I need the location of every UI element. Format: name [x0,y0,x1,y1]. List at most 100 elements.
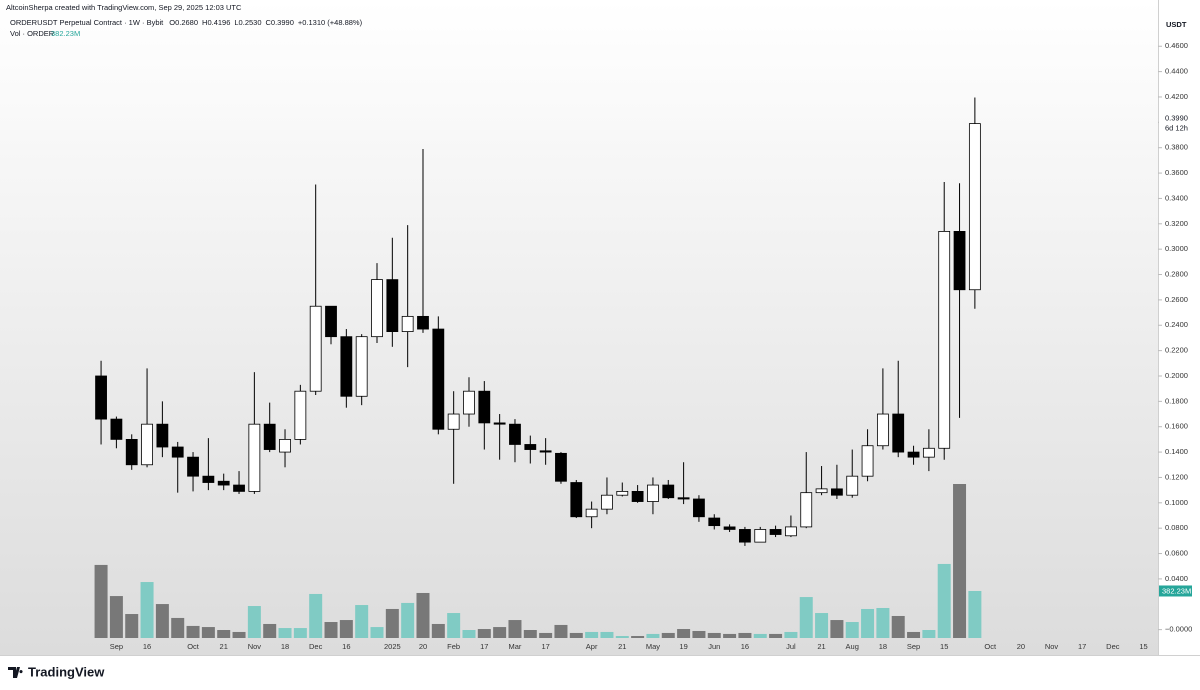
legend-value: O0.2680 [169,18,198,27]
candle-body [815,488,828,494]
legend-value: C0.3990 [266,18,294,27]
volume-bar [293,628,307,638]
volume-bar [125,614,139,638]
last-price-tag [1159,112,1199,134]
candle-body [217,480,230,486]
volume-bar [769,633,783,638]
candle-body [325,305,337,338]
candle-body [616,490,629,496]
logo-text: TradingView [28,664,105,679]
candle-body [723,526,736,530]
volume-bar [830,620,844,638]
candle-body [708,517,721,527]
volume-bar [922,630,936,638]
volume-bar [953,484,967,638]
volume-tag-label: 382.23M [1162,586,1191,595]
candle-body [968,123,981,291]
volume-bar [692,630,706,638]
volume-bar [907,631,921,638]
y-tick-label: 0.2800 [1165,270,1188,279]
x-tick-label: 21 [220,642,228,651]
last-price-label: 0.3990 [1165,114,1188,123]
volume-bar [416,592,430,638]
volume-bar [339,620,353,638]
candle-body [739,529,751,543]
candle-body [110,418,123,440]
candle-body [938,231,951,449]
x-tick-label: Sep [907,642,920,651]
x-tick-label: Feb [447,642,460,651]
volume-bar [309,593,323,638]
candle-body [171,446,184,458]
volume-bar [201,627,215,638]
volume-bar [815,613,829,638]
countdown: 6d 12h [1165,124,1188,133]
candle-body [539,450,552,453]
volume-bar [738,632,752,638]
x-tick-label: Dec [309,642,323,651]
candle-body [401,315,414,332]
volume-bar [370,627,384,638]
y-tick-label: 0.0800 [1165,523,1188,532]
volume-bar [462,630,476,638]
volume-bar [109,596,123,638]
volume-layer [94,484,982,638]
y-tick-label: 0.1800 [1165,396,1188,405]
volume-bar [431,623,445,638]
candle-body [294,390,307,440]
candle-body [677,497,690,500]
x-tick-label: Nov [248,642,262,651]
legend-value: L0.2530 [234,18,261,27]
candle-body [662,484,675,499]
candle-body [263,423,276,450]
x-tick-label: 18 [281,642,289,651]
volume-bar [799,597,813,638]
x-tick-label: 19 [679,642,687,651]
volume-bar [140,582,154,638]
volume-bar [508,620,522,638]
volume-tag [1159,585,1192,597]
x-tick-label: Nov [1045,642,1059,651]
volume-bar [186,625,200,638]
candle-body [785,526,797,537]
y-tick-label: 0.4600 [1165,41,1188,50]
candle-body [647,484,659,502]
candle-body [800,492,813,528]
volume-bar [155,604,169,638]
y-tick-label: 0.4200 [1165,92,1188,101]
volume-bar [661,632,675,638]
y-tick-label: 0.3000 [1165,244,1188,253]
candle-body [892,413,905,453]
y-tick-label: 0.3600 [1165,168,1188,177]
candle-body [831,488,843,496]
volume-bar [968,590,982,638]
candle-body [631,490,644,502]
y-tick-label: 0.0400 [1165,574,1188,583]
candle-body [693,498,705,518]
volume-value: 382.23M [51,29,80,38]
candle-body [555,452,567,482]
y-tick-label: 0.3400 [1165,193,1188,202]
x-tick-label: Dec [1106,642,1120,651]
x-tick-label: 15 [940,642,948,651]
volume-bar [94,564,108,638]
x-tick-label: 17 [1078,642,1086,651]
y-tick-label: 0.4400 [1165,67,1188,76]
candle-body [524,444,537,450]
candle-body [386,279,399,332]
volume-bar [554,624,568,638]
x-tick-label: Jul [786,642,796,651]
x-tick-label: Oct [984,642,997,651]
volume-bar [876,607,890,638]
candle-body [953,231,966,291]
volume-bar [707,632,721,638]
x-tick-label: 20 [1017,642,1025,651]
y-tick-label: 0.3200 [1165,219,1188,228]
volume-bar [677,629,691,638]
x-tick-label: 20 [419,642,427,651]
volume-bar [753,633,767,638]
candle-body [846,475,859,496]
y-tick-label: 0.1400 [1165,447,1188,456]
